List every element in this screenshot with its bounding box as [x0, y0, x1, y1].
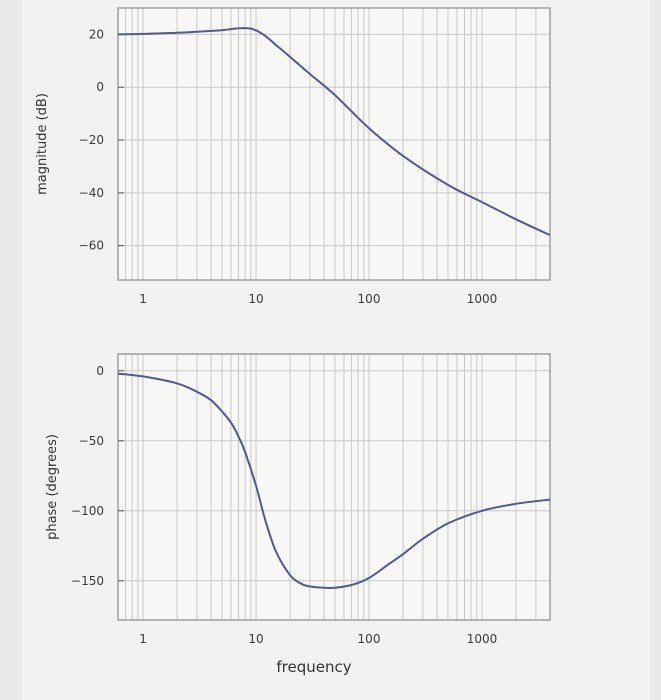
phase-ytick-label: −100: [71, 504, 104, 518]
phase-frame: [117, 353, 551, 621]
magnitude-ytick-label: −60: [79, 239, 104, 253]
phase-plot-area: [118, 354, 550, 620]
magnitude-series-line: [117, 27, 551, 237]
magnitude-ytick-label: 20: [89, 27, 104, 41]
phase-ytick-label: −150: [71, 574, 104, 588]
phase-ytick-label: 0: [96, 364, 104, 378]
magnitude-ytick-label: 0: [96, 80, 104, 94]
magnitude-ylabel: magnitude (dB): [35, 93, 50, 195]
phase-chart: 0 −50 −100 −150 1 10 100 1000 phase (degrees) fre…: [45, 353, 551, 676]
phase-xtick-label: 10: [248, 632, 263, 646]
phase-xlabel: frequency: [276, 658, 351, 676]
phase-ytick-label: −50: [79, 434, 104, 448]
phase-ylabel: phase (degrees): [45, 434, 60, 540]
magnitude-plot-area: [118, 8, 550, 280]
magnitude-xtick-label: 1: [139, 292, 147, 306]
phase-series-line: [117, 372, 551, 590]
magnitude-frame: [117, 7, 551, 281]
phase-xtick-label: 1000: [467, 632, 498, 646]
magnitude-ytick-label: −20: [79, 133, 104, 147]
phase-xtick-label: 100: [358, 632, 381, 646]
magnitude-xtick-label: 1000: [467, 292, 498, 306]
magnitude-chart: 20 0 −20 −40 −60 1 10 100 1000 magnitude (dB): [35, 7, 551, 306]
magnitude-xtick-label: 100: [358, 292, 381, 306]
phase-xtick-label: 1: [139, 632, 147, 646]
magnitude-ytick-label: −40: [79, 186, 104, 200]
magnitude-xtick-label: 10: [248, 292, 263, 306]
